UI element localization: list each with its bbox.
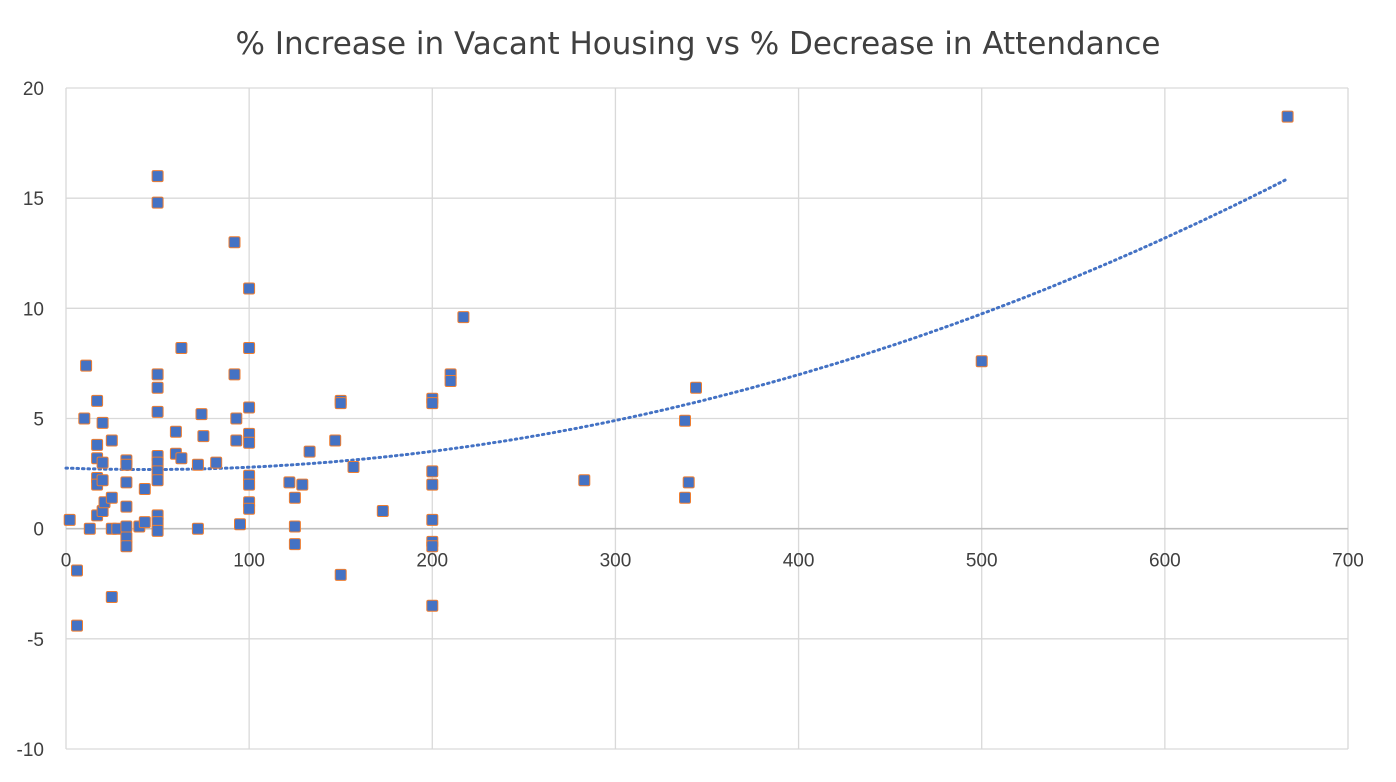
data-point: [175, 452, 188, 465]
data-point: [63, 513, 76, 526]
chart-title: % Increase in Vacant Housing vs % Decrea…: [235, 26, 1161, 62]
trendline: [64, 178, 1288, 471]
data-point: [334, 568, 347, 581]
axis-tick-labels: 0 100 200 300 400 500 600 700 -10 -5 0 5 10 15 20: [17, 79, 1364, 761]
data-point: [243, 436, 256, 449]
data-point: [690, 381, 702, 394]
x-tick-label: 600: [1149, 551, 1181, 572]
data-point: [96, 456, 109, 469]
data-point: [151, 405, 164, 418]
y-tick-label: 10: [23, 299, 44, 320]
data-point: [151, 368, 164, 381]
data-point: [210, 456, 223, 469]
data-point: [682, 476, 695, 489]
data-point: [228, 368, 241, 381]
data-point: [243, 401, 256, 414]
data-point: [91, 394, 104, 407]
data-point: [105, 491, 118, 504]
data-point: [243, 502, 256, 515]
data-point: [169, 425, 182, 438]
trendline-layer: [64, 178, 1288, 471]
data-point: [234, 518, 246, 531]
data-point: [175, 342, 188, 354]
data-point: [243, 478, 256, 491]
data-point: [288, 520, 301, 533]
data-point: [105, 434, 118, 447]
data-point: [151, 524, 164, 537]
data-point: [426, 397, 439, 410]
data-point: [444, 375, 457, 387]
data-point: [151, 474, 164, 487]
data-point: [426, 540, 439, 553]
x-tick-label: 200: [416, 551, 448, 572]
data-point: [426, 513, 439, 526]
data-point: [120, 540, 133, 553]
data-point: [230, 412, 243, 425]
data-point: [288, 491, 301, 504]
data-point: [288, 538, 301, 551]
data-points: [63, 110, 1294, 632]
data-point: [120, 458, 133, 471]
data-point: [80, 359, 93, 372]
y-tick-label: -10: [17, 740, 44, 761]
data-point: [120, 476, 133, 489]
data-point: [243, 342, 256, 354]
x-tick-label: 300: [600, 551, 632, 572]
data-point: [138, 483, 151, 495]
data-point: [376, 505, 389, 517]
data-point: [426, 599, 439, 612]
data-point: [303, 445, 316, 458]
data-point: [91, 438, 104, 451]
data-point: [426, 465, 439, 478]
data-point: [191, 522, 204, 535]
data-point: [151, 170, 164, 183]
gridlines: [65, 87, 1349, 750]
data-point: [296, 478, 309, 491]
y-tick-label: 0: [33, 520, 44, 541]
data-point: [230, 434, 243, 447]
data-point: [120, 520, 133, 533]
data-point: [138, 516, 151, 529]
data-point: [679, 491, 691, 504]
data-point: [334, 397, 347, 410]
x-tick-label: 700: [1332, 551, 1364, 572]
data-point: [105, 591, 118, 603]
y-tick-label: 20: [23, 79, 44, 100]
data-point: [71, 619, 83, 632]
data-point: [228, 236, 241, 249]
data-point: [975, 355, 988, 368]
y-tick-label: -5: [27, 630, 44, 651]
data-point: [426, 478, 439, 491]
data-point: [191, 458, 204, 471]
data-point: [197, 430, 210, 443]
data-point: [195, 408, 208, 421]
data-point: [151, 381, 164, 394]
x-tick-label: 0: [61, 551, 72, 572]
data-point: [1281, 110, 1294, 123]
y-tick-label: 5: [33, 410, 44, 431]
data-point: [243, 282, 256, 295]
data-point: [96, 474, 109, 487]
x-tick-label: 400: [783, 551, 815, 572]
data-point: [329, 434, 342, 447]
x-tick-label: 100: [233, 551, 265, 572]
data-point: [78, 412, 91, 425]
data-point: [283, 476, 296, 489]
data-point: [679, 414, 691, 427]
data-point: [120, 500, 133, 513]
data-point: [83, 522, 96, 535]
data-point: [347, 461, 360, 473]
data-point: [71, 564, 83, 577]
x-tick-label: 500: [966, 551, 998, 572]
data-point: [457, 311, 470, 324]
data-point: [151, 196, 164, 209]
data-point: [578, 474, 591, 487]
data-point: [96, 416, 109, 429]
y-tick-label: 15: [23, 189, 44, 210]
